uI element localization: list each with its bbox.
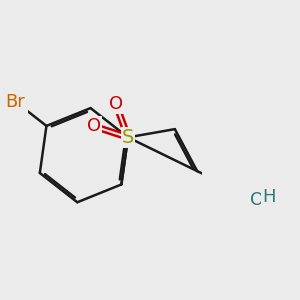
- Text: S: S: [122, 128, 134, 147]
- Text: Br: Br: [6, 93, 26, 111]
- Text: O: O: [250, 191, 264, 209]
- Text: O: O: [109, 95, 123, 113]
- Text: O: O: [87, 117, 101, 135]
- Text: H: H: [262, 188, 276, 206]
